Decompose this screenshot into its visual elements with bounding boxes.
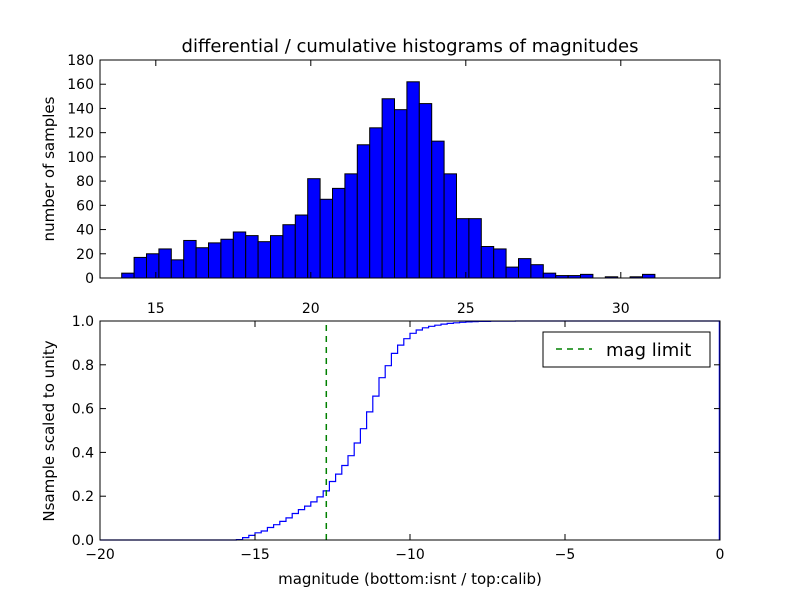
- top-y-tick-label: 120: [67, 126, 94, 142]
- histogram-bar: [294, 214, 309, 279]
- histogram-bar: [245, 235, 259, 279]
- top-y-tick-label: 0: [85, 271, 94, 287]
- top-x-tick-label: 30: [612, 301, 630, 317]
- histogram-bar: [307, 178, 321, 279]
- top-y-tick-label: 60: [76, 198, 94, 214]
- top-plot-frame: [99, 59, 721, 279]
- legend: mag limit: [542, 331, 711, 368]
- histogram-bar: [270, 235, 284, 279]
- histogram-bar: [208, 242, 222, 279]
- bottom-y-tick-label: 0.2: [72, 489, 94, 505]
- histogram-bar: [431, 140, 445, 279]
- histogram-bar: [456, 218, 470, 279]
- bottom-x-tick-label: 0: [716, 547, 725, 563]
- cumulative-step-line: [100, 320, 720, 541]
- histogram-bar: [195, 247, 210, 279]
- top-y-axis-label: number of samples: [40, 96, 58, 241]
- histogram-bar: [344, 173, 358, 279]
- histogram-bar: [542, 272, 557, 279]
- histogram-bar: [642, 273, 656, 279]
- top-y-tick-label: 140: [67, 101, 94, 117]
- histogram-bar: [158, 248, 172, 279]
- top-axis-ticks: 0 20 40 60 80 100 120 140 160 180 15 20 25 30: [67, 53, 720, 317]
- bottom-plot-frame: [99, 320, 721, 541]
- histogram-bar: [133, 256, 148, 279]
- histogram-bar: [146, 253, 160, 279]
- bottom-x-tick-label: −10: [395, 547, 425, 563]
- bottom-y-tick-label: 0.0: [72, 533, 94, 549]
- histogram-bar: [332, 187, 346, 279]
- top-y-tick-label: 180: [67, 53, 94, 69]
- top-x-tick-label: 15: [147, 301, 165, 317]
- histogram-bar: [406, 81, 420, 279]
- histogram-bar: [381, 98, 396, 279]
- histogram-bar: [220, 238, 234, 279]
- bottom-y-axis-label: Nsample scaled to unity: [40, 340, 58, 521]
- histogram-bar: [394, 109, 408, 279]
- histogram-bar: [505, 266, 520, 279]
- histogram-bar: [493, 248, 507, 279]
- histogram-bar: [319, 198, 334, 279]
- histogram-bar: [282, 224, 296, 279]
- histogram-bar: [580, 273, 594, 279]
- bottom-x-tick-label: −15: [240, 547, 270, 563]
- histogram-bar: [232, 231, 247, 279]
- top-y-tick-label: 40: [76, 223, 94, 239]
- top-chart-title: differential / cumulative histograms of …: [182, 36, 639, 57]
- legend-label: mag limit: [606, 340, 691, 361]
- bottom-x-tick-label: −20: [85, 547, 115, 563]
- top-y-tick-label: 100: [67, 150, 94, 166]
- top-x-tick-label: 20: [302, 301, 320, 317]
- histogram-bars: [121, 81, 656, 279]
- histogram-bar: [369, 127, 383, 279]
- histogram-bar: [468, 218, 482, 279]
- bottom-y-tick-label: 1.0: [72, 314, 94, 330]
- top-y-tick-label: 160: [67, 77, 94, 93]
- histogram-bar: [443, 173, 458, 279]
- bottom-y-tick-label: 0.8: [72, 358, 94, 374]
- histogram-bar: [530, 264, 544, 279]
- bottom-x-tick-label: −5: [555, 547, 576, 563]
- histogram-bar: [257, 241, 272, 279]
- histogram-bar: [183, 239, 197, 279]
- bottom-y-tick-label: 0.6: [72, 402, 94, 418]
- bottom-x-axis-label: magnitude (bottom:isnt / top:calib): [278, 570, 542, 588]
- histogram-bar: [170, 259, 185, 279]
- bottom-y-tick-label: 0.4: [72, 445, 94, 461]
- bottom-axis-ticks: 0.0 0.2 0.4 0.6 0.8 1.0 −20 −15 −10 −5 0: [72, 314, 725, 563]
- histogram-bar: [356, 144, 371, 279]
- top-y-tick-label: 80: [76, 174, 94, 190]
- histogram-bar: [418, 103, 433, 279]
- histogram-bar: [121, 272, 135, 279]
- top-x-tick-label: 25: [457, 301, 475, 317]
- histogram-bar: [518, 258, 532, 279]
- top-y-tick-label: 20: [76, 247, 94, 263]
- histogram-bar: [480, 246, 495, 279]
